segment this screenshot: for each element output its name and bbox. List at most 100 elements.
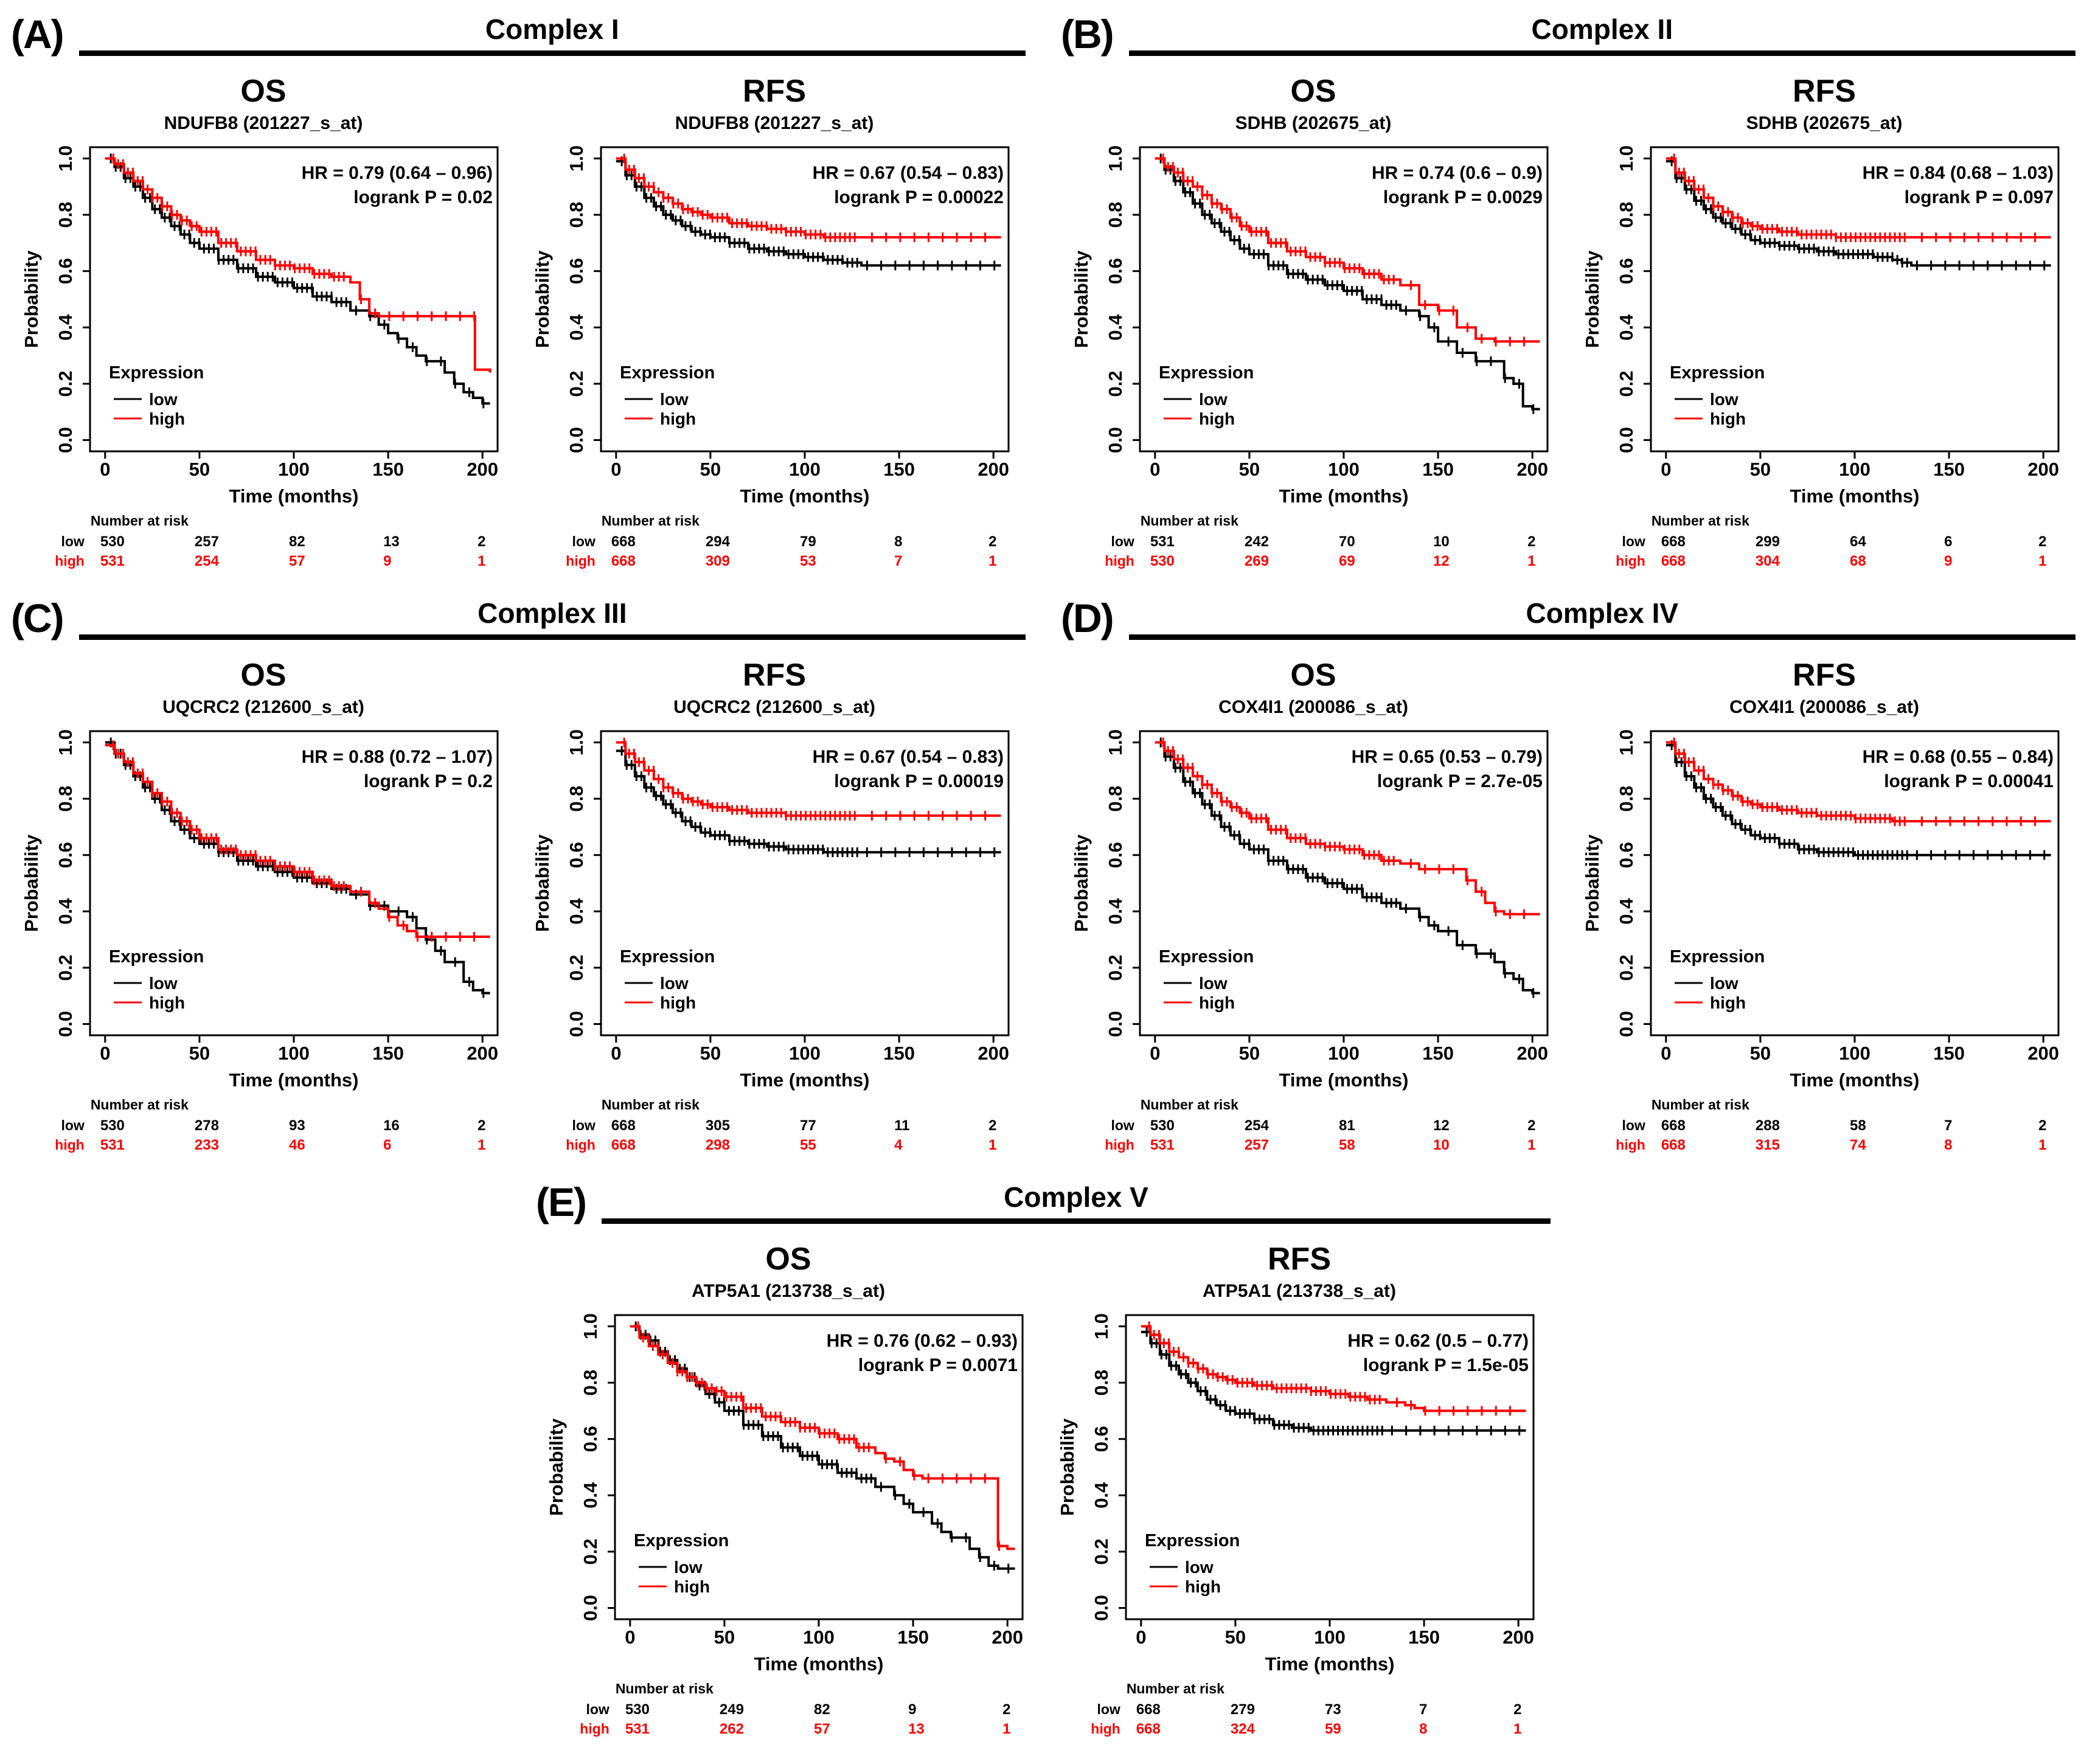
risk-row-label-low: low	[1097, 1701, 1120, 1717]
risk-table-header: Number at risk	[1652, 513, 1749, 529]
panel-title-rule: Complex III	[78, 597, 1026, 640]
y-tick-label: 0.2	[566, 954, 587, 981]
legend-title: Expression	[620, 363, 715, 383]
hr-annotation: HR = 0.67 (0.54 – 0.83)	[813, 747, 1004, 767]
y-axis-label: Probability	[1057, 1418, 1078, 1516]
plot-gene-subtitle: SDHB (202675_at)	[1746, 113, 1903, 133]
x-tick-label: 0	[611, 459, 621, 480]
x-tick-label: 0	[1136, 1627, 1146, 1648]
x-axis-label: Time (months)	[1790, 1069, 1920, 1091]
risk-row-label-low: low	[1111, 1117, 1134, 1133]
risk-value-low: 2	[478, 533, 485, 550]
y-tick-label: 0.6	[55, 258, 76, 284]
risk-value-low: 73	[1325, 1701, 1341, 1718]
km-curve-high	[1665, 157, 2051, 239]
x-tick-label: 100	[1839, 459, 1870, 480]
risk-value-low: 16	[383, 1117, 400, 1134]
risk-row-label-high: high	[566, 1137, 596, 1153]
x-tick-label: 50	[1750, 1043, 1771, 1064]
km-chart: 0 50 100 150 200 0.0 0.2 0.4 0.6 0.8 1.0 Time (mont…	[532, 729, 1010, 1153]
x-tick-label: 50	[700, 459, 721, 480]
risk-value-low: 12	[1433, 1117, 1450, 1134]
y-tick-label: 0.2	[1616, 954, 1637, 981]
x-tick-label: 50	[189, 459, 210, 480]
risk-value-low: 7	[1944, 1117, 1952, 1134]
x-tick-label: 0	[625, 1627, 635, 1648]
km-curve-high	[1141, 1325, 1526, 1412]
censor-marks-low	[634, 1321, 1010, 1574]
risk-value-low: 299	[1756, 533, 1780, 550]
x-tick-label: 0	[100, 1043, 110, 1064]
x-tick-label: 50	[1225, 1627, 1246, 1648]
x-tick-label: 200	[2027, 459, 2059, 480]
y-tick-label: 0.8	[55, 786, 76, 812]
risk-value-low: 530	[625, 1701, 650, 1718]
risk-value-low: 2	[988, 1117, 996, 1134]
risk-row-label-high: high	[1616, 1137, 1645, 1153]
plot-gene-subtitle: ATP5A1 (213738_s_at)	[692, 1281, 885, 1301]
y-tick-label: 0.2	[1105, 954, 1126, 981]
risk-value-high: 1	[1002, 1721, 1010, 1737]
risk-row-label-high: high	[55, 1137, 85, 1153]
km-figure-b-os: OS SDHB (202675_at) 0 50 100 150 200 0.0 0.2 0.4 0…	[1061, 64, 1566, 575]
km-chart: 0 50 100 150 200 0.0 0.2 0.4 0.6 0.8 1.0 Time (mont…	[1057, 1313, 1535, 1737]
x-tick-label: 0	[1661, 459, 1671, 480]
y-axis-label: Probability	[21, 250, 42, 348]
censor-marks-high	[112, 740, 476, 942]
risk-value-high: 304	[1756, 553, 1780, 569]
legend-label-high: high	[1710, 409, 1746, 428]
legend-label-low: low	[660, 390, 689, 409]
risk-value-low: 2	[478, 1117, 485, 1134]
risk-value-low: 294	[706, 533, 731, 550]
logrank-annotation: logrank P = 0.00022	[834, 187, 1004, 207]
censor-marks-low	[1159, 737, 1535, 998]
risk-table-header: Number at risk	[602, 513, 700, 529]
y-tick-label: 0.6	[566, 842, 587, 868]
panel-title-rule: Complex I	[78, 13, 1026, 56]
y-tick-label: 0.0	[55, 427, 76, 453]
plot-endpoint-title: OS	[240, 74, 287, 109]
y-axis-label: Probability	[21, 834, 42, 932]
risk-value-high: 68	[1850, 553, 1866, 569]
plot-gene-subtitle: NDUFB8 (201227_s_at)	[164, 113, 363, 133]
y-tick-label: 0.6	[1616, 258, 1637, 284]
legend-label-low: low	[674, 1558, 703, 1577]
x-tick-label: 150	[372, 1043, 404, 1064]
plot-gene-subtitle: COX4I1 (200086_s_at)	[1218, 697, 1408, 717]
x-tick-label: 50	[714, 1627, 735, 1648]
y-tick-label: 1.0	[1616, 145, 1637, 172]
plot-gene-subtitle: COX4I1 (200086_s_at)	[1729, 697, 1919, 717]
risk-table-header: Number at risk	[1127, 1681, 1224, 1696]
km-figure-d-os: OS COX4I1 (200086_s_at) 0 50 100 150 200 0.0 0.2…	[1061, 648, 1566, 1159]
risk-value-high: 324	[1231, 1721, 1256, 1737]
y-tick-label: 0.4	[55, 898, 76, 925]
risk-table-header: Number at risk	[91, 1097, 189, 1113]
y-tick-label: 0.0	[1105, 1011, 1126, 1037]
y-tick-label: 0.6	[55, 842, 76, 868]
y-axis-label: Probability	[546, 1418, 567, 1516]
hr-annotation: HR = 0.67 (0.54 – 0.83)	[813, 163, 1004, 183]
x-tick-label: 150	[1422, 459, 1454, 480]
x-tick-label: 200	[2027, 1043, 2059, 1064]
y-tick-label: 0.8	[55, 202, 76, 228]
legend-label-low: low	[1199, 390, 1228, 409]
legend-label-low: low	[1710, 390, 1738, 409]
x-tick-label: 100	[278, 1043, 310, 1064]
risk-value-high: 668	[611, 553, 636, 569]
legend-label-low: low	[660, 974, 689, 993]
y-tick-label: 0.4	[55, 314, 76, 341]
plot-gene-subtitle: SDHB (202675_at)	[1235, 113, 1392, 133]
logrank-annotation: logrank P = 1.5e-05	[1363, 1355, 1529, 1375]
logrank-annotation: logrank P = 0.00041	[1884, 771, 2054, 791]
plot-gene-subtitle: UQCRC2 (212600_s_at)	[673, 697, 875, 717]
risk-row-label-high: high	[1616, 553, 1645, 569]
figure-row-3: (E) Complex V OS ATP5A1 (213738_s_at) 0 50 1…	[9, 1174, 2075, 1743]
risk-value-low: 77	[800, 1117, 816, 1134]
x-tick-label: 150	[1933, 459, 1965, 480]
risk-value-high: 531	[1150, 1137, 1175, 1153]
y-tick-label: 0.8	[1105, 786, 1126, 812]
logrank-annotation: logrank P = 0.2	[364, 771, 493, 791]
risk-value-high: 7	[894, 553, 902, 569]
x-tick-label: 200	[467, 1043, 498, 1064]
legend-label-low: low	[1199, 974, 1228, 993]
